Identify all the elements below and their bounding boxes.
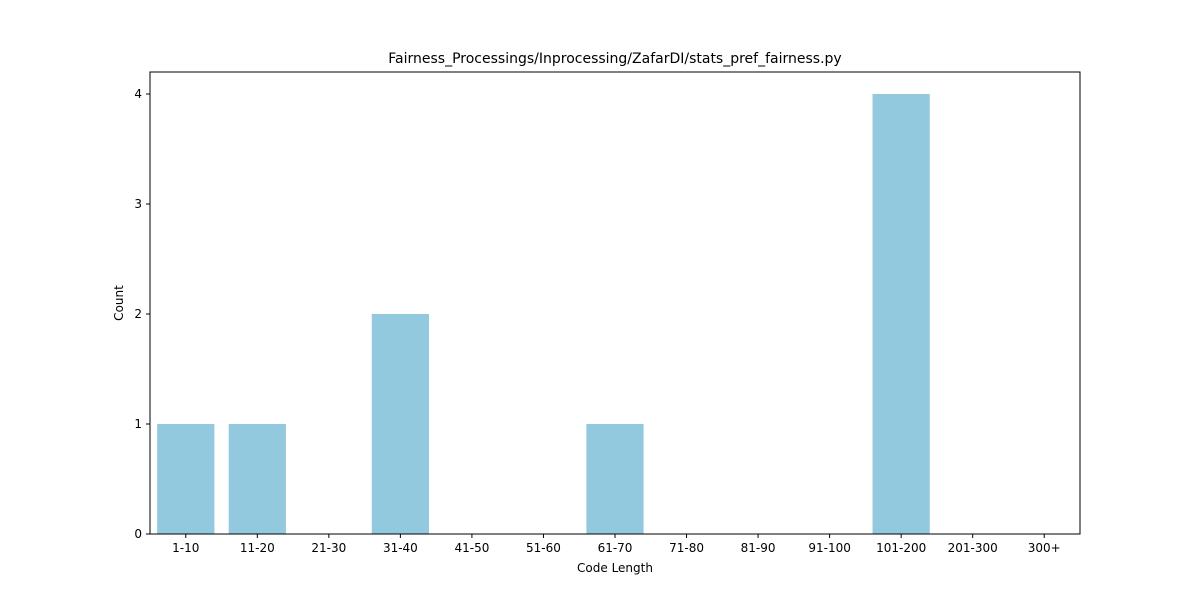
x-tick-label: 1-10 — [172, 541, 199, 555]
bars-layer — [157, 94, 930, 534]
x-tick-label: 51-60 — [526, 541, 561, 555]
y-tick-label: 0 — [134, 527, 142, 541]
x-tick-label: 101-200 — [876, 541, 926, 555]
x-axis: 1-10 11-20 21-30 31-40 41-50 51-60 61-70 71-80 8… — [172, 534, 1061, 555]
x-tick-label: 21-30 — [311, 541, 346, 555]
bar-31-40 — [371, 314, 429, 534]
x-axis-label: Code Length — [577, 561, 653, 575]
chart-title: Fairness_Processings/Inprocessing/ZafarD… — [388, 51, 841, 67]
x-tick-label: 11-20 — [240, 541, 275, 555]
y-axis-label: Count — [112, 285, 126, 321]
x-tick-label: 41-50 — [454, 541, 489, 555]
y-tick-label: 1 — [134, 417, 142, 431]
bar-61-70 — [586, 424, 644, 534]
y-tick-label: 3 — [134, 197, 142, 211]
x-tick-label: 61-70 — [598, 541, 633, 555]
x-tick-label: 300+ — [1028, 541, 1061, 555]
x-tick-label: 81-90 — [741, 541, 776, 555]
y-tick-label: 4 — [134, 87, 142, 101]
y-tick-label: 2 — [134, 307, 142, 321]
x-tick-label: 71-80 — [669, 541, 704, 555]
x-tick-label: 31-40 — [383, 541, 418, 555]
bar-101-200 — [872, 94, 930, 534]
bar-11-20 — [228, 424, 286, 534]
x-tick-label: 201-300 — [948, 541, 998, 555]
bar-1-10 — [157, 424, 215, 534]
x-tick-label: 91-100 — [808, 541, 851, 555]
y-axis: 0 1 2 3 4 — [134, 87, 150, 541]
